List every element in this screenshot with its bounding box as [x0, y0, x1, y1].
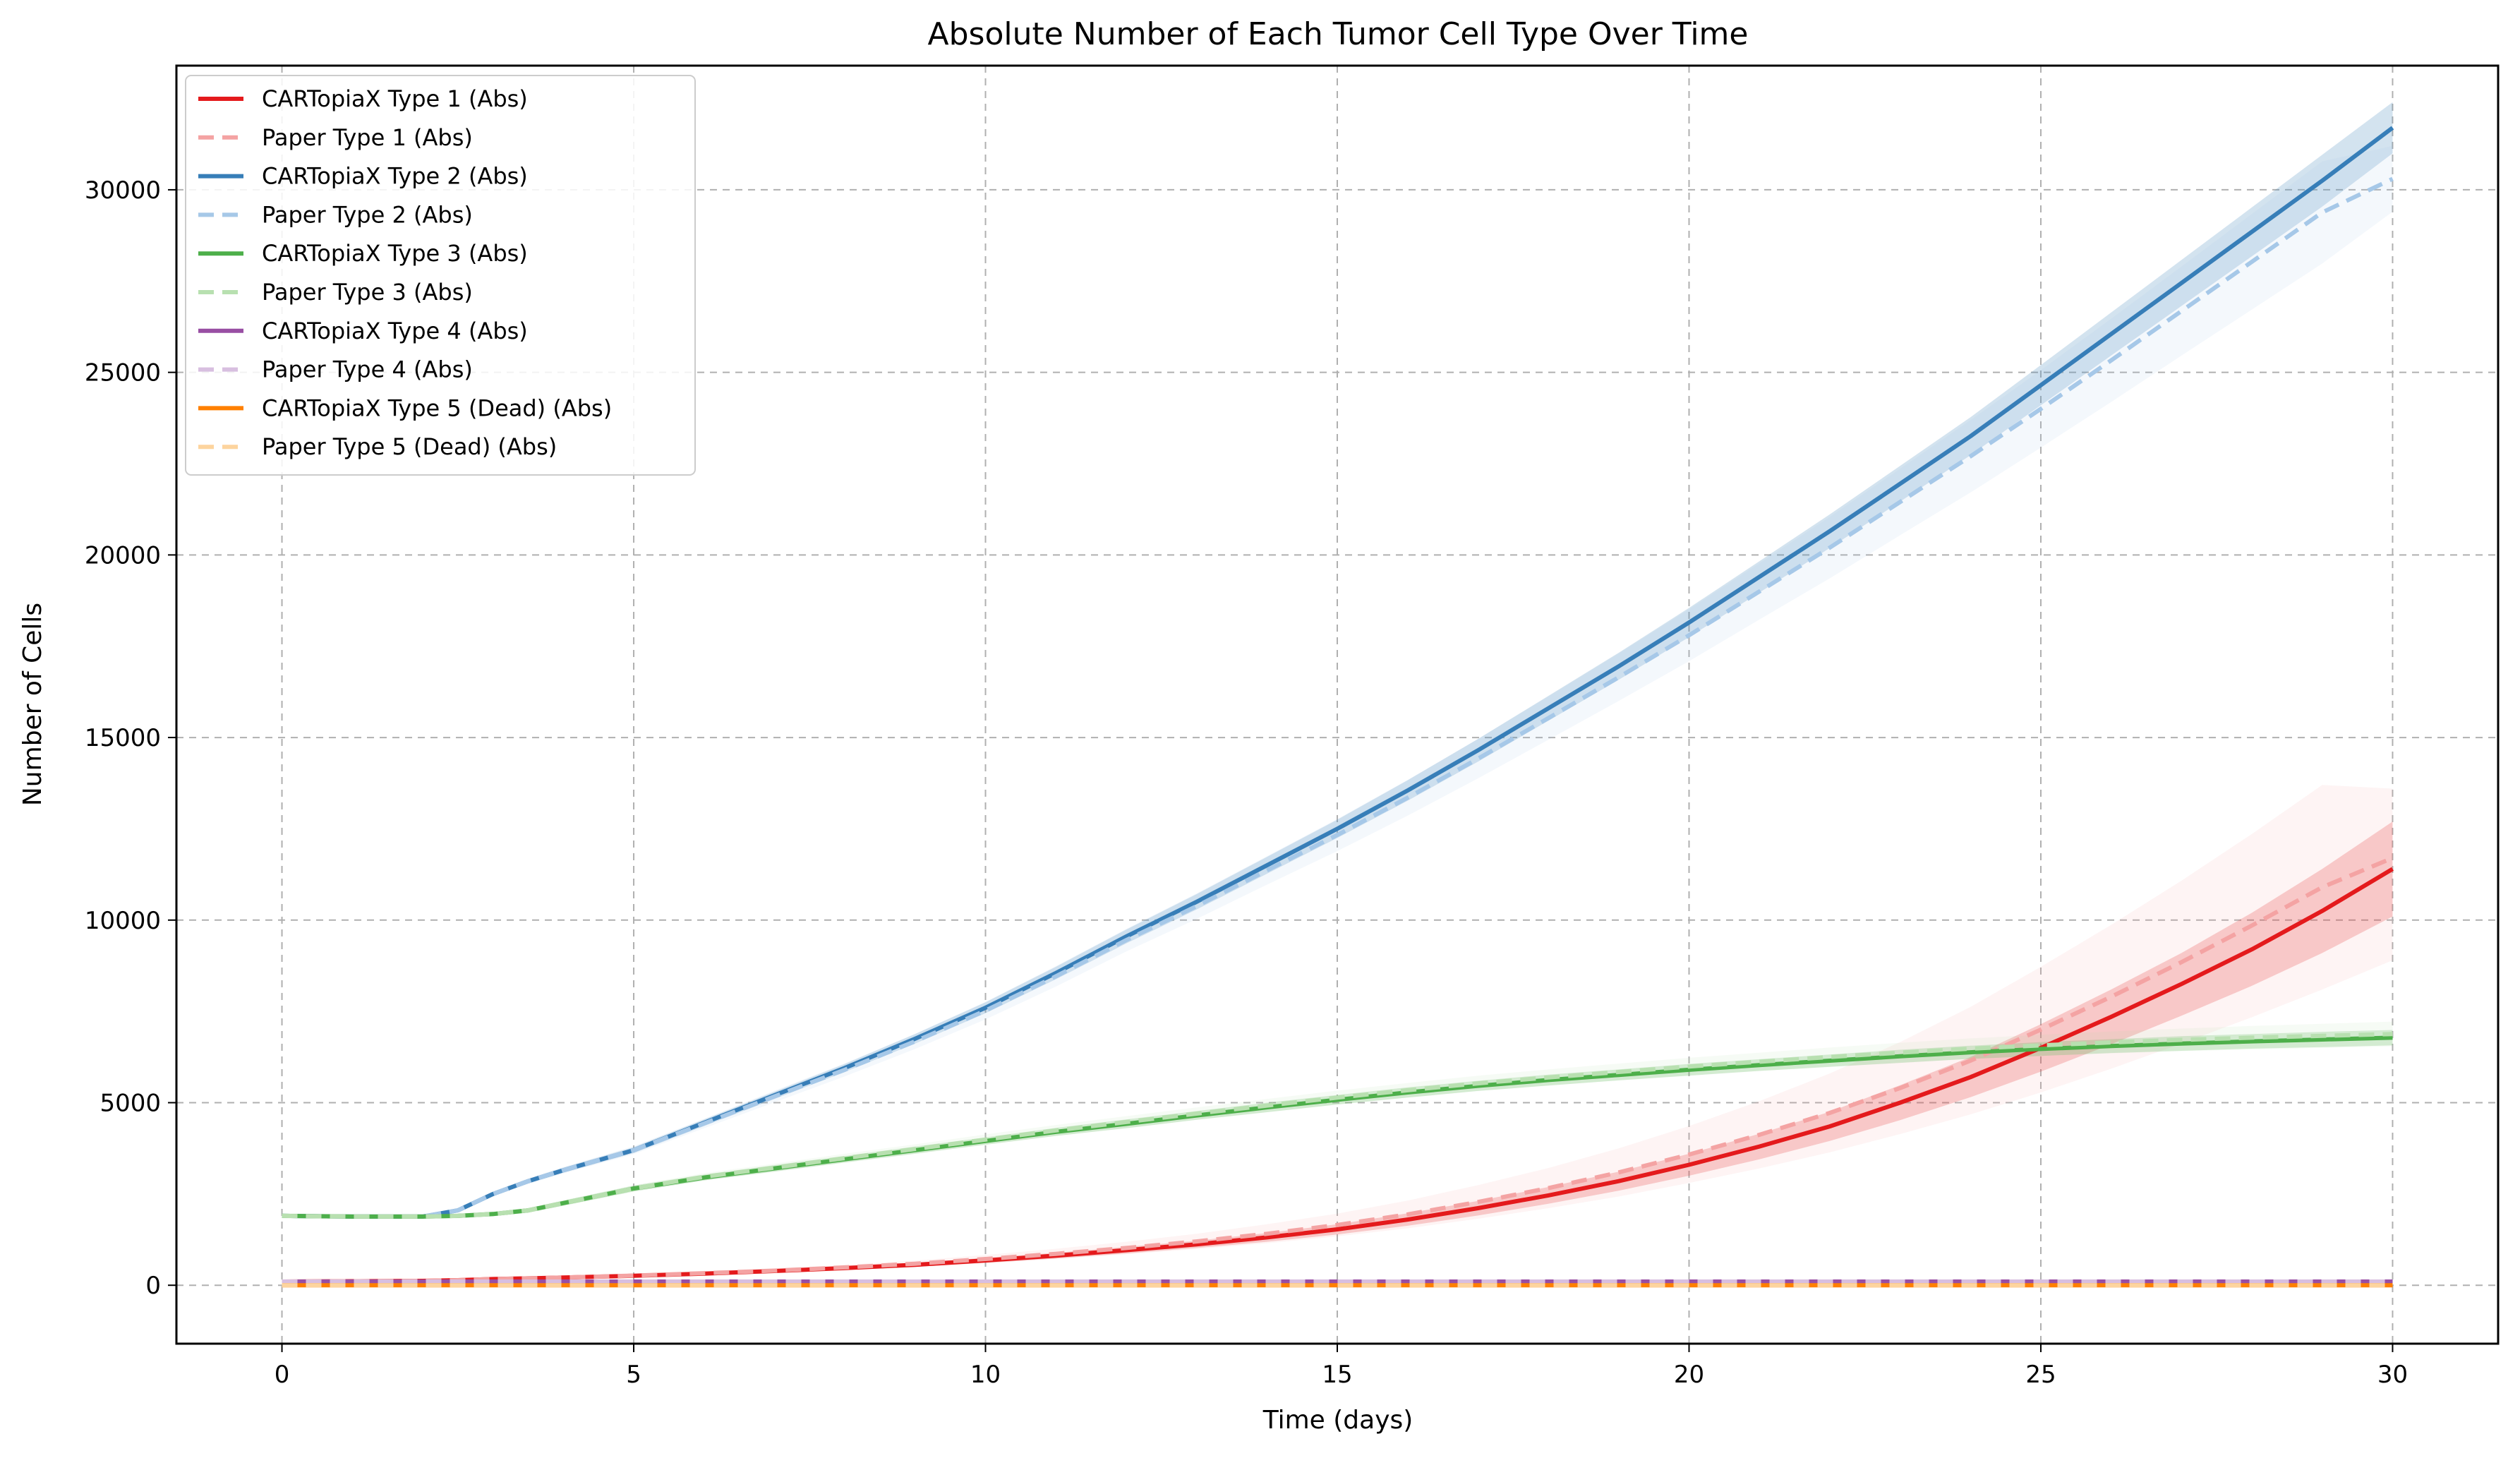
chart-title: Absolute Number of Each Tumor Cell Type … [928, 16, 1749, 52]
series-band-2 [282, 785, 2393, 1282]
legend-label: Paper Type 5 (Dead) (Abs) [262, 433, 557, 460]
x-tick-label: 5 [626, 1361, 641, 1389]
y-axis-label: Number of Cells [18, 603, 47, 806]
x-tick-label: 15 [1322, 1361, 1352, 1389]
y-tick-label: 15000 [85, 724, 161, 752]
legend-label: CARTopiaX Type 2 (Abs) [262, 163, 528, 190]
x-tick-label: 0 [275, 1361, 290, 1389]
x-tick-label: 25 [2025, 1361, 2056, 1389]
legend-box [185, 75, 696, 476]
series-lines [282, 126, 2394, 1288]
x-tick-label: 10 [970, 1361, 1001, 1389]
legend: CARTopiaX Type 1 (Abs) Paper Type 1 (Abs)… [185, 75, 696, 476]
y-tick-label: 5000 [100, 1089, 161, 1117]
series-line-1 [282, 867, 2394, 1284]
y-tick-label: 20000 [85, 541, 161, 570]
series-band-5 [282, 1030, 2393, 1219]
legend-label: CARTopiaX Type 4 (Abs) [262, 318, 528, 344]
legend-label: Paper Type 2 (Abs) [262, 201, 473, 228]
legend-label: CARTopiaX Type 1 (Abs) [262, 85, 528, 112]
series-line-2 [282, 856, 2394, 1284]
series-line-6 [282, 1032, 2393, 1219]
legend-label: CARTopiaX Type 5 (Dead) (Abs) [262, 394, 612, 421]
x-axis-label: Time (days) [1262, 1406, 1413, 1435]
axes: 0 5 10 15 20 25 30 0 5000 10000 15000 20000 25000 300… [85, 176, 2408, 1389]
legend-label: CARTopiaX Type 3 (Abs) [262, 240, 528, 267]
y-tick-label: 30000 [85, 176, 161, 205]
legend-label: Paper Type 4 (Abs) [262, 356, 473, 383]
y-tick-label: 25000 [85, 359, 161, 387]
series-line-4 [282, 176, 2394, 1219]
y-tick-label: 0 [145, 1272, 161, 1300]
y-tick-label: 10000 [85, 907, 161, 935]
x-tick-label: 30 [2377, 1361, 2408, 1389]
x-tick-label: 20 [1674, 1361, 1704, 1389]
legend-label: Paper Type 1 (Abs) [262, 124, 473, 151]
plot-frame [175, 64, 2500, 1345]
legend-label: Paper Type 3 (Abs) [262, 279, 473, 306]
